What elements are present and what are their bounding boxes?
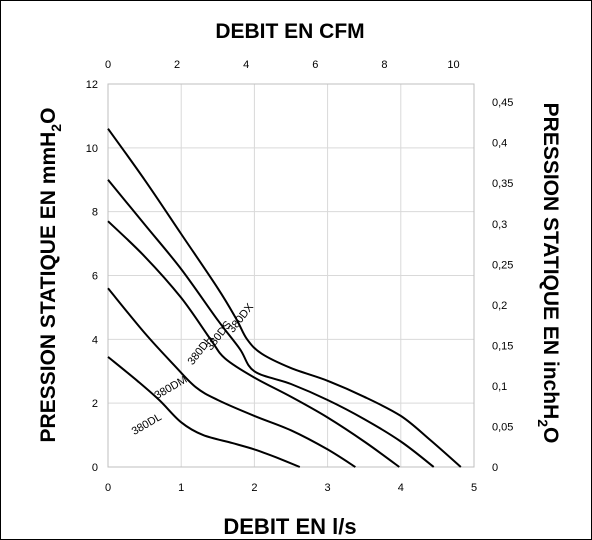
y-right-tick-label: 0,15 <box>492 340 513 352</box>
y-right-tick-label: 0,35 <box>492 178 513 190</box>
y-right-tick-label: 0,3 <box>492 219 507 231</box>
y-left-tick-label: 4 <box>92 334 98 346</box>
x-bottom-tick-label: 3 <box>325 482 331 494</box>
y-axis-left-title-main: PRESSION STATIQUE EN mmH <box>37 132 60 443</box>
y-axis-left-title-tail: O <box>37 108 60 124</box>
x-top-tick-label: 10 <box>447 59 459 71</box>
plot-area-border <box>107 83 475 468</box>
y-left-tick-label: 12 <box>86 79 98 91</box>
y-left-tick-label: 6 <box>92 271 98 283</box>
y-left-tick-label: 0 <box>92 462 98 474</box>
series-line-380dx <box>107 128 462 468</box>
x-bottom-tick-label: 0 <box>105 482 111 494</box>
y-right-tick-label: 0,4 <box>492 138 507 150</box>
y-axis-right-title-main: PRESSION STATIQUE EN inchH <box>539 103 562 420</box>
series-line-380dl <box>107 356 301 468</box>
x-bottom-tick-label: 5 <box>471 482 477 494</box>
y-axis-left-title: PRESSION STATIQUE EN mmH2O <box>37 108 64 443</box>
x-top-tick-label: 8 <box>381 59 387 71</box>
left-axis-ticks: 0 2 4 6 8 10 12 <box>86 79 98 474</box>
x-bottom-tick-label: 2 <box>251 482 257 494</box>
x-top-tick-label: 4 <box>243 59 249 71</box>
y-right-tick-label: 0,25 <box>492 259 513 271</box>
x-axis-bottom-title: DEBIT EN l/s <box>223 514 356 539</box>
series-label-380dm: 380DM <box>153 374 190 402</box>
top-axis-ticks: 0 2 4 6 8 10 <box>105 59 460 71</box>
bottom-axis-ticks: 0 1 2 3 4 5 <box>105 482 477 494</box>
y-axis-left-title-sub: 2 <box>48 124 64 132</box>
series-lines <box>107 128 462 468</box>
y-right-tick-label: 0,05 <box>492 421 513 433</box>
y-right-tick-label: 0,1 <box>492 381 507 393</box>
y-right-tick-label: 0,45 <box>492 97 513 109</box>
y-axis-right-title: PRESSION STATIQUE EN inchH2O <box>535 103 562 444</box>
y-axis-right-title-sub: 2 <box>535 419 551 427</box>
x-bottom-tick-label: 4 <box>398 482 404 494</box>
x-axis-top-title: DEBIT EN CFM <box>215 20 364 43</box>
y-right-tick-label: 0,2 <box>492 300 507 312</box>
series-line-380dh <box>107 220 400 468</box>
y-left-tick-label: 8 <box>92 207 98 219</box>
x-bottom-tick-label: 1 <box>178 482 184 494</box>
right-axis-ticks: 0 0,05 0,1 0,15 0,2 0,25 0,3 0,35 0,4 0,45 <box>492 97 513 474</box>
series-line-380ds <box>107 179 435 468</box>
y-left-tick-label: 10 <box>86 143 98 155</box>
x-top-tick-label: 6 <box>312 59 318 71</box>
x-top-tick-label: 0 <box>105 59 111 71</box>
series-label-380dl: 380DL <box>130 411 164 438</box>
x-top-tick-label: 2 <box>174 59 180 71</box>
series-line-380dm <box>107 287 356 468</box>
y-left-tick-label: 2 <box>92 398 98 410</box>
y-right-tick-label: 0 <box>492 462 498 474</box>
y-axis-right-title-tail: O <box>539 427 562 443</box>
